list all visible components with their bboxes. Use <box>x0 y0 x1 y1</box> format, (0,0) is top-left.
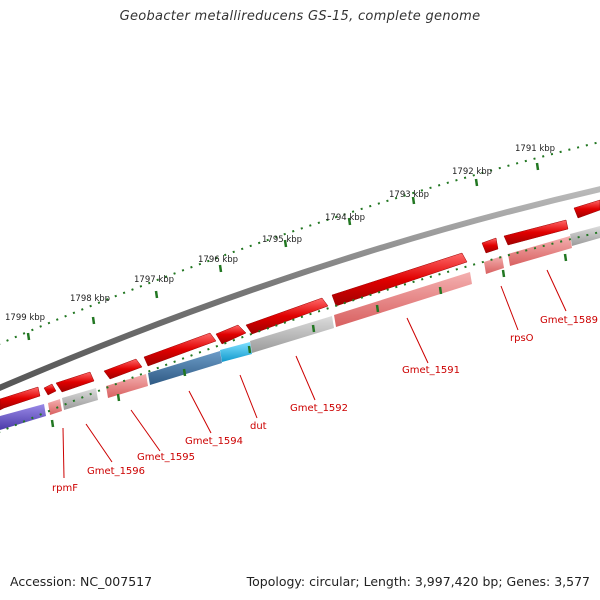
gene-track <box>0 199 600 411</box>
kbp-label: 1797 kbp <box>134 275 174 285</box>
accession-text: Accession: NC_007517 <box>10 574 153 589</box>
gene-arrow <box>0 386 41 411</box>
gene-label: rpsO <box>510 333 534 344</box>
gene-label: Gmet_1589 <box>540 315 598 326</box>
gene-label: Gmet_1594 <box>185 436 243 447</box>
inner-ruler-major-ticks <box>50 253 568 428</box>
cds-band <box>48 399 62 415</box>
cds-band <box>484 256 504 274</box>
kbp-label: 1794 kbp <box>325 213 365 223</box>
gene-arrow <box>245 297 329 335</box>
cds-band <box>0 404 46 430</box>
cds-band <box>148 351 222 385</box>
gene-label: dut <box>250 421 267 432</box>
cds-track <box>0 226 600 430</box>
kbp-label: 1799 kbp <box>5 313 45 323</box>
kbp-label: 1796 kbp <box>198 255 238 265</box>
kbp-label: 1791 kbp <box>515 144 555 154</box>
gene-arrow <box>215 324 247 345</box>
gene-label: Gmet_1595 <box>137 452 195 463</box>
cds-band <box>106 374 148 398</box>
gene-label: Gmet_1592 <box>290 403 348 414</box>
cds-band <box>62 388 98 410</box>
kbp-label: 1792 kbp <box>452 167 492 177</box>
gene-callouts <box>62 269 567 479</box>
gene-label: Gmet_1591 <box>402 365 460 376</box>
gene-arrow <box>503 219 569 246</box>
gene-arrow <box>331 252 468 307</box>
kbp-label: 1793 kbp <box>389 190 429 200</box>
kbp-ruler-dots <box>0 141 600 345</box>
gene-arrow <box>103 358 143 380</box>
cds-band <box>334 272 472 327</box>
kbp-ruler-major-ticks <box>26 162 540 341</box>
cds-band <box>508 236 572 266</box>
gene-arrow <box>55 371 95 393</box>
gene-label: Gmet_1596 <box>87 466 145 477</box>
cds-band <box>220 342 252 362</box>
topology-text: Topology: circular; Length: 3,997,420 bp… <box>246 574 590 589</box>
cds-band <box>570 226 600 246</box>
inner-ruler-dots <box>0 231 600 433</box>
gene-arrow <box>481 237 499 254</box>
genome-backbone <box>0 186 600 391</box>
gene-arrow <box>573 199 600 219</box>
map-title: Geobacter metallireducens GS-15, complet… <box>119 9 481 24</box>
kbp-label: 1795 kbp <box>262 235 302 245</box>
kbp-label: 1798 kbp <box>70 294 110 304</box>
gene-label: rpmF <box>52 483 78 494</box>
gene-arrow <box>143 332 217 367</box>
gene-arrow <box>43 383 57 396</box>
